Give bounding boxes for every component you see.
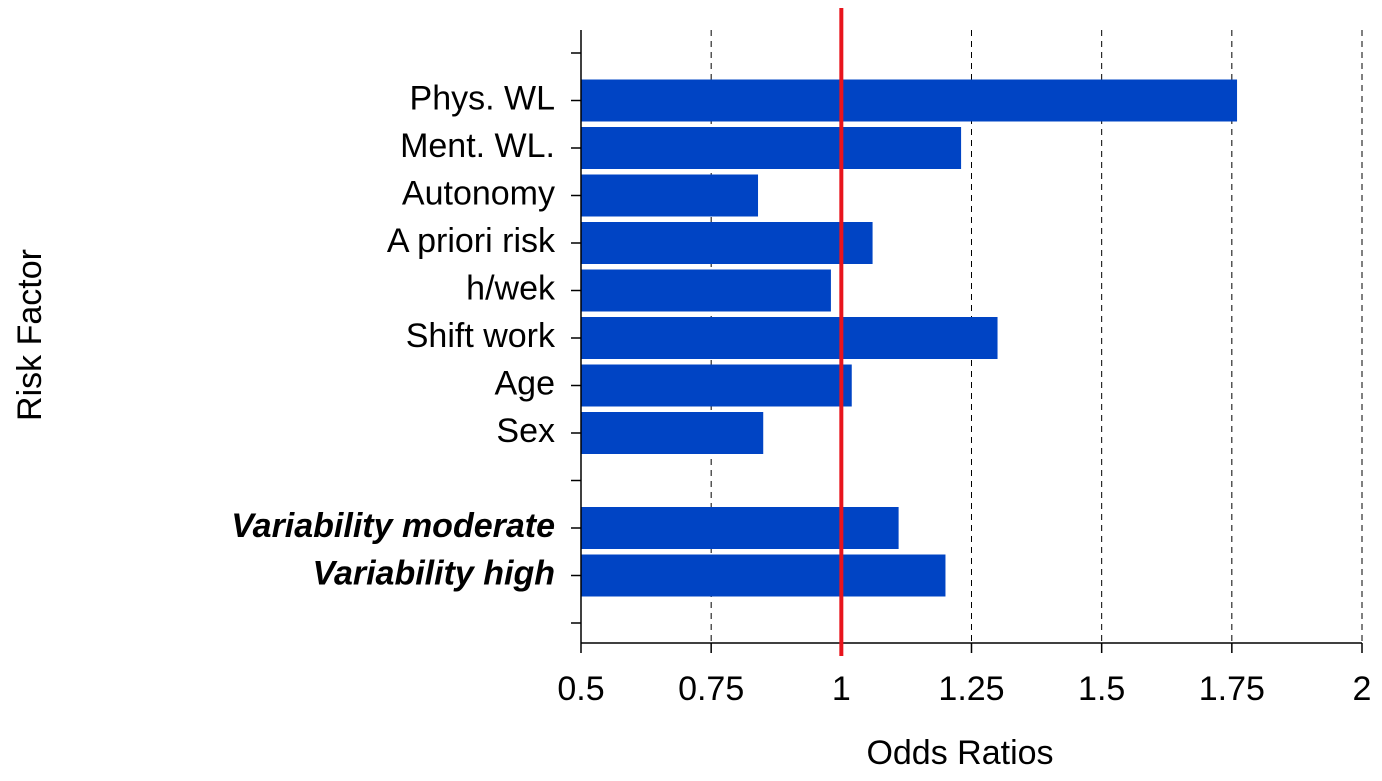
- bar: [581, 412, 764, 454]
- y-tick-label: Shift work: [406, 317, 556, 355]
- y-tick-label: Ment. WL.: [400, 127, 555, 165]
- y-tick-label: Sex: [496, 412, 555, 450]
- bar: [581, 127, 962, 169]
- y-tick-label: A priori risk: [387, 222, 556, 260]
- bar: [581, 317, 998, 359]
- x-tick-label: 2: [1353, 670, 1372, 708]
- y-tick-label: Age: [495, 364, 556, 402]
- x-tick-label: 0.5: [557, 670, 604, 708]
- y-tick-label: h/wek: [466, 269, 556, 307]
- y-tick-label: Variability high: [313, 554, 555, 592]
- y-axis-title: Risk Factor: [11, 249, 49, 421]
- y-tick-label: Variability moderate: [231, 507, 555, 545]
- x-tick-label: 0.75: [678, 670, 744, 708]
- y-tick-label: Phys. WL: [410, 79, 555, 117]
- x-tick-label: 1: [832, 670, 851, 708]
- x-axis-title: Odds Ratios: [866, 734, 1053, 772]
- x-tick-label: 1.5: [1078, 670, 1125, 708]
- bar: [581, 222, 873, 264]
- x-tick-label: 1.75: [1199, 670, 1265, 708]
- bar: [581, 79, 1238, 122]
- bar: [581, 269, 831, 312]
- bar: [581, 507, 899, 549]
- bar: [581, 174, 759, 217]
- x-tick-label: 1.25: [938, 670, 1004, 708]
- bar: [581, 554, 946, 597]
- y-tick-label: Autonomy: [402, 174, 555, 212]
- bar: [581, 364, 852, 407]
